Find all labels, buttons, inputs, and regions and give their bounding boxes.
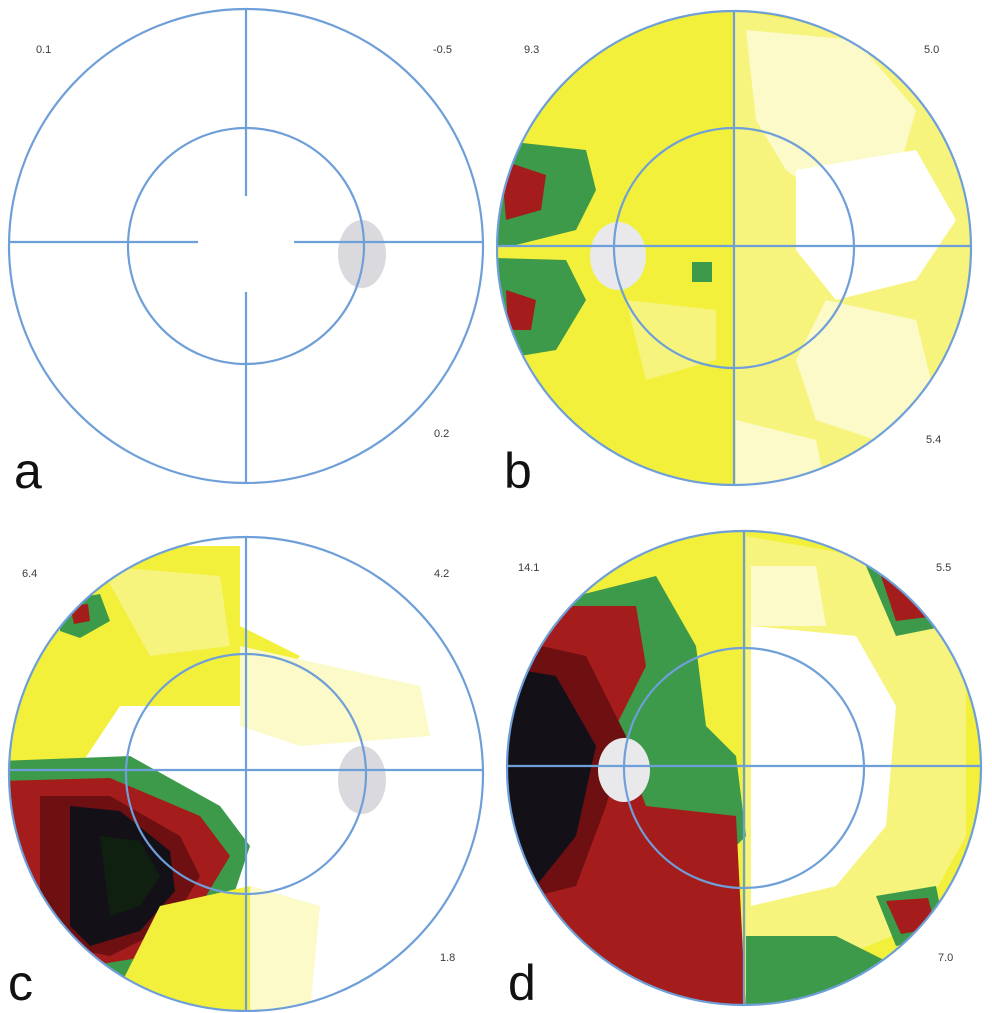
panel-letter: c xyxy=(8,955,33,1011)
value-upper-right: 5.0 xyxy=(924,44,940,56)
panel-a: 0.1 -0.5 0.2 a xyxy=(0,0,496,506)
panel-c: 6.4 4.2 1.8 c xyxy=(0,506,496,1012)
visual-field-map-c xyxy=(7,535,485,1012)
panel-letter: d xyxy=(508,955,536,1011)
panel-d: 14.1 5.5 7.0 d xyxy=(496,506,992,1012)
visual-field-map-d xyxy=(505,529,983,1007)
panel-letter: b xyxy=(504,443,532,499)
value-lower-right: 1.8 xyxy=(440,952,456,964)
value-lower-right: 0.2 xyxy=(434,428,450,440)
visual-field-map-a xyxy=(7,7,485,485)
value-upper-left: 6.4 xyxy=(22,568,38,580)
visual-field-map-b xyxy=(496,9,973,487)
blind-spot xyxy=(338,746,386,814)
value-upper-left: 0.1 xyxy=(36,44,52,56)
value-lower-right: 5.4 xyxy=(926,434,942,446)
blind-spot xyxy=(338,220,386,288)
value-upper-right: -0.5 xyxy=(433,44,452,56)
value-lower-right: 7.0 xyxy=(938,952,954,964)
value-upper-left: 14.1 xyxy=(518,562,540,574)
value-upper-right: 5.5 xyxy=(936,562,952,574)
value-upper-right: 4.2 xyxy=(434,568,450,580)
blind-spot xyxy=(590,222,646,290)
panel-b: 9.3 5.0 5.4 b xyxy=(496,0,992,506)
panel-letter: a xyxy=(14,443,42,499)
value-upper-left: 9.3 xyxy=(524,44,540,56)
